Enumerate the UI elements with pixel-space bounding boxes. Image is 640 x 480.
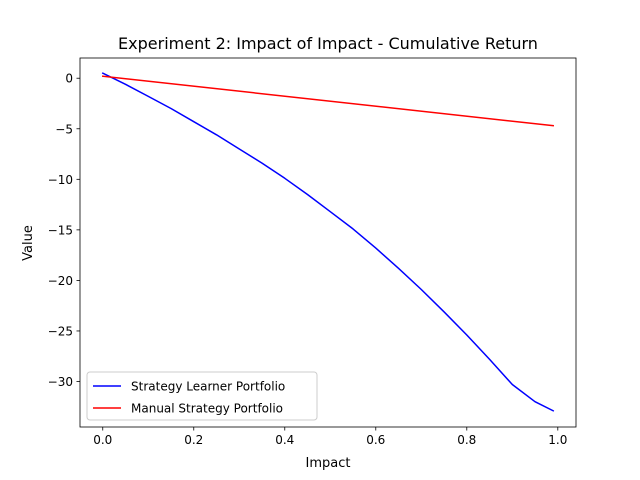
y-tick-label: 0 [65, 72, 73, 86]
x-axis-label: Impact [306, 456, 351, 471]
y-tick-label: −15 [48, 223, 73, 237]
x-tick-label: 0.6 [366, 433, 385, 447]
x-tick-label: 1.0 [548, 433, 567, 447]
x-tick-label: 0.2 [184, 433, 203, 447]
legend-label-1: Manual Strategy Portfolio [131, 402, 283, 416]
y-tick-label: −30 [48, 375, 73, 389]
chart-title: Experiment 2: Impact of Impact - Cumulat… [118, 34, 538, 53]
y-tick-label: −25 [48, 324, 73, 338]
y-tick-label: −20 [48, 274, 73, 288]
x-tick-label: 0.4 [275, 433, 294, 447]
y-tick-label: −5 [55, 122, 73, 136]
legend-box [86, 371, 318, 421]
legend: Strategy Learner Portfolio Manual Strateg… [86, 371, 318, 421]
series-line-1 [101, 75, 555, 127]
y-tick-label: −10 [48, 173, 73, 187]
series-line-0 [101, 72, 555, 412]
legend-label-0: Strategy Learner Portfolio [131, 380, 285, 394]
x-tick-label: 0.0 [93, 433, 112, 447]
y-axis-label: Value [21, 225, 36, 261]
axes-frame [79, 57, 577, 428]
x-tick-label: 0.8 [457, 433, 476, 447]
plot-area: 0.0 0.2 0.4 0.6 0.8 1.0 0 −5 −10 −15 −20 −25 −30 [48, 57, 577, 447]
series-lines [101, 72, 555, 412]
